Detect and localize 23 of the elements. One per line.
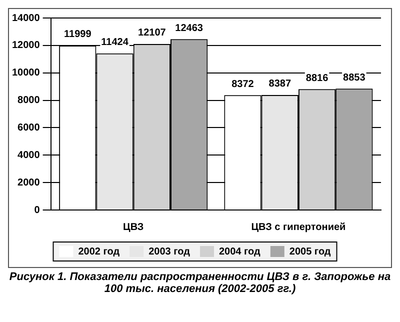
y-tick-label: 4000 — [18, 150, 40, 161]
data-label: 8816 — [306, 72, 329, 84]
data-label: 12463 — [175, 22, 204, 34]
legend-label: 2005 год — [289, 246, 332, 258]
y-tick-label: 8000 — [18, 95, 40, 106]
y-tick-label: 10000 — [12, 68, 40, 79]
x-tick-label: ЦВЗ с гипертонией — [251, 222, 346, 233]
y-tick-label: 12000 — [12, 40, 40, 52]
y-tick-label: 2000 — [18, 177, 40, 188]
data-label: 8387 — [268, 78, 292, 90]
data-label: 12107 — [138, 28, 166, 39]
y-tick-label: 0 — [34, 204, 40, 216]
data-label: 8372 — [232, 78, 254, 90]
legend-label: 2004 год — [219, 246, 262, 258]
text: Рисунок 1. Показатели распространенности ЦВЗ в г. Запорожье на 100 тыс. населения (2002-2005 гг.) — [8, 271, 392, 295]
y-tick-label: 14000 — [12, 12, 40, 24]
legend-label: 2003 год — [148, 246, 191, 258]
y-tick-label: 6000 — [18, 122, 40, 134]
data-label: 11999 — [64, 29, 92, 40]
x-tick-label: ЦВЗ — [123, 222, 144, 233]
data-label: 11424 — [101, 37, 129, 48]
data-label: 8853 — [343, 72, 366, 84]
legend-label: 2002 год — [78, 246, 120, 258]
